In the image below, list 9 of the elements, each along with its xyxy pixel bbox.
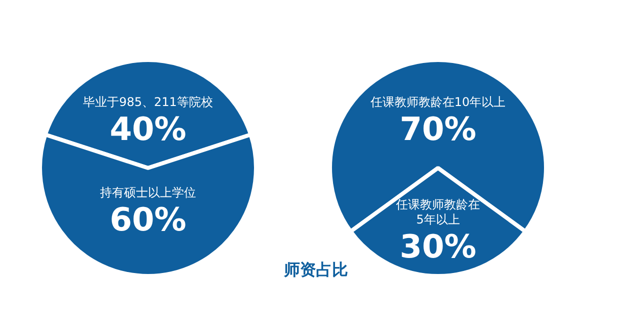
data-label: 30% xyxy=(400,228,476,266)
data-label: 70% xyxy=(400,110,476,148)
text: 师资占比 xyxy=(284,260,348,279)
data-label: 40% xyxy=(110,110,186,148)
slice-label: 任课教师教龄在10年以上 xyxy=(369,94,506,109)
slice-label: 任课教师教龄在5年以上 xyxy=(395,197,480,226)
slice-label: 毕业于985、211等院校 xyxy=(83,94,213,109)
data-label: 60% xyxy=(110,200,186,239)
slice-label: 持有硕士以上学位 xyxy=(100,185,196,200)
